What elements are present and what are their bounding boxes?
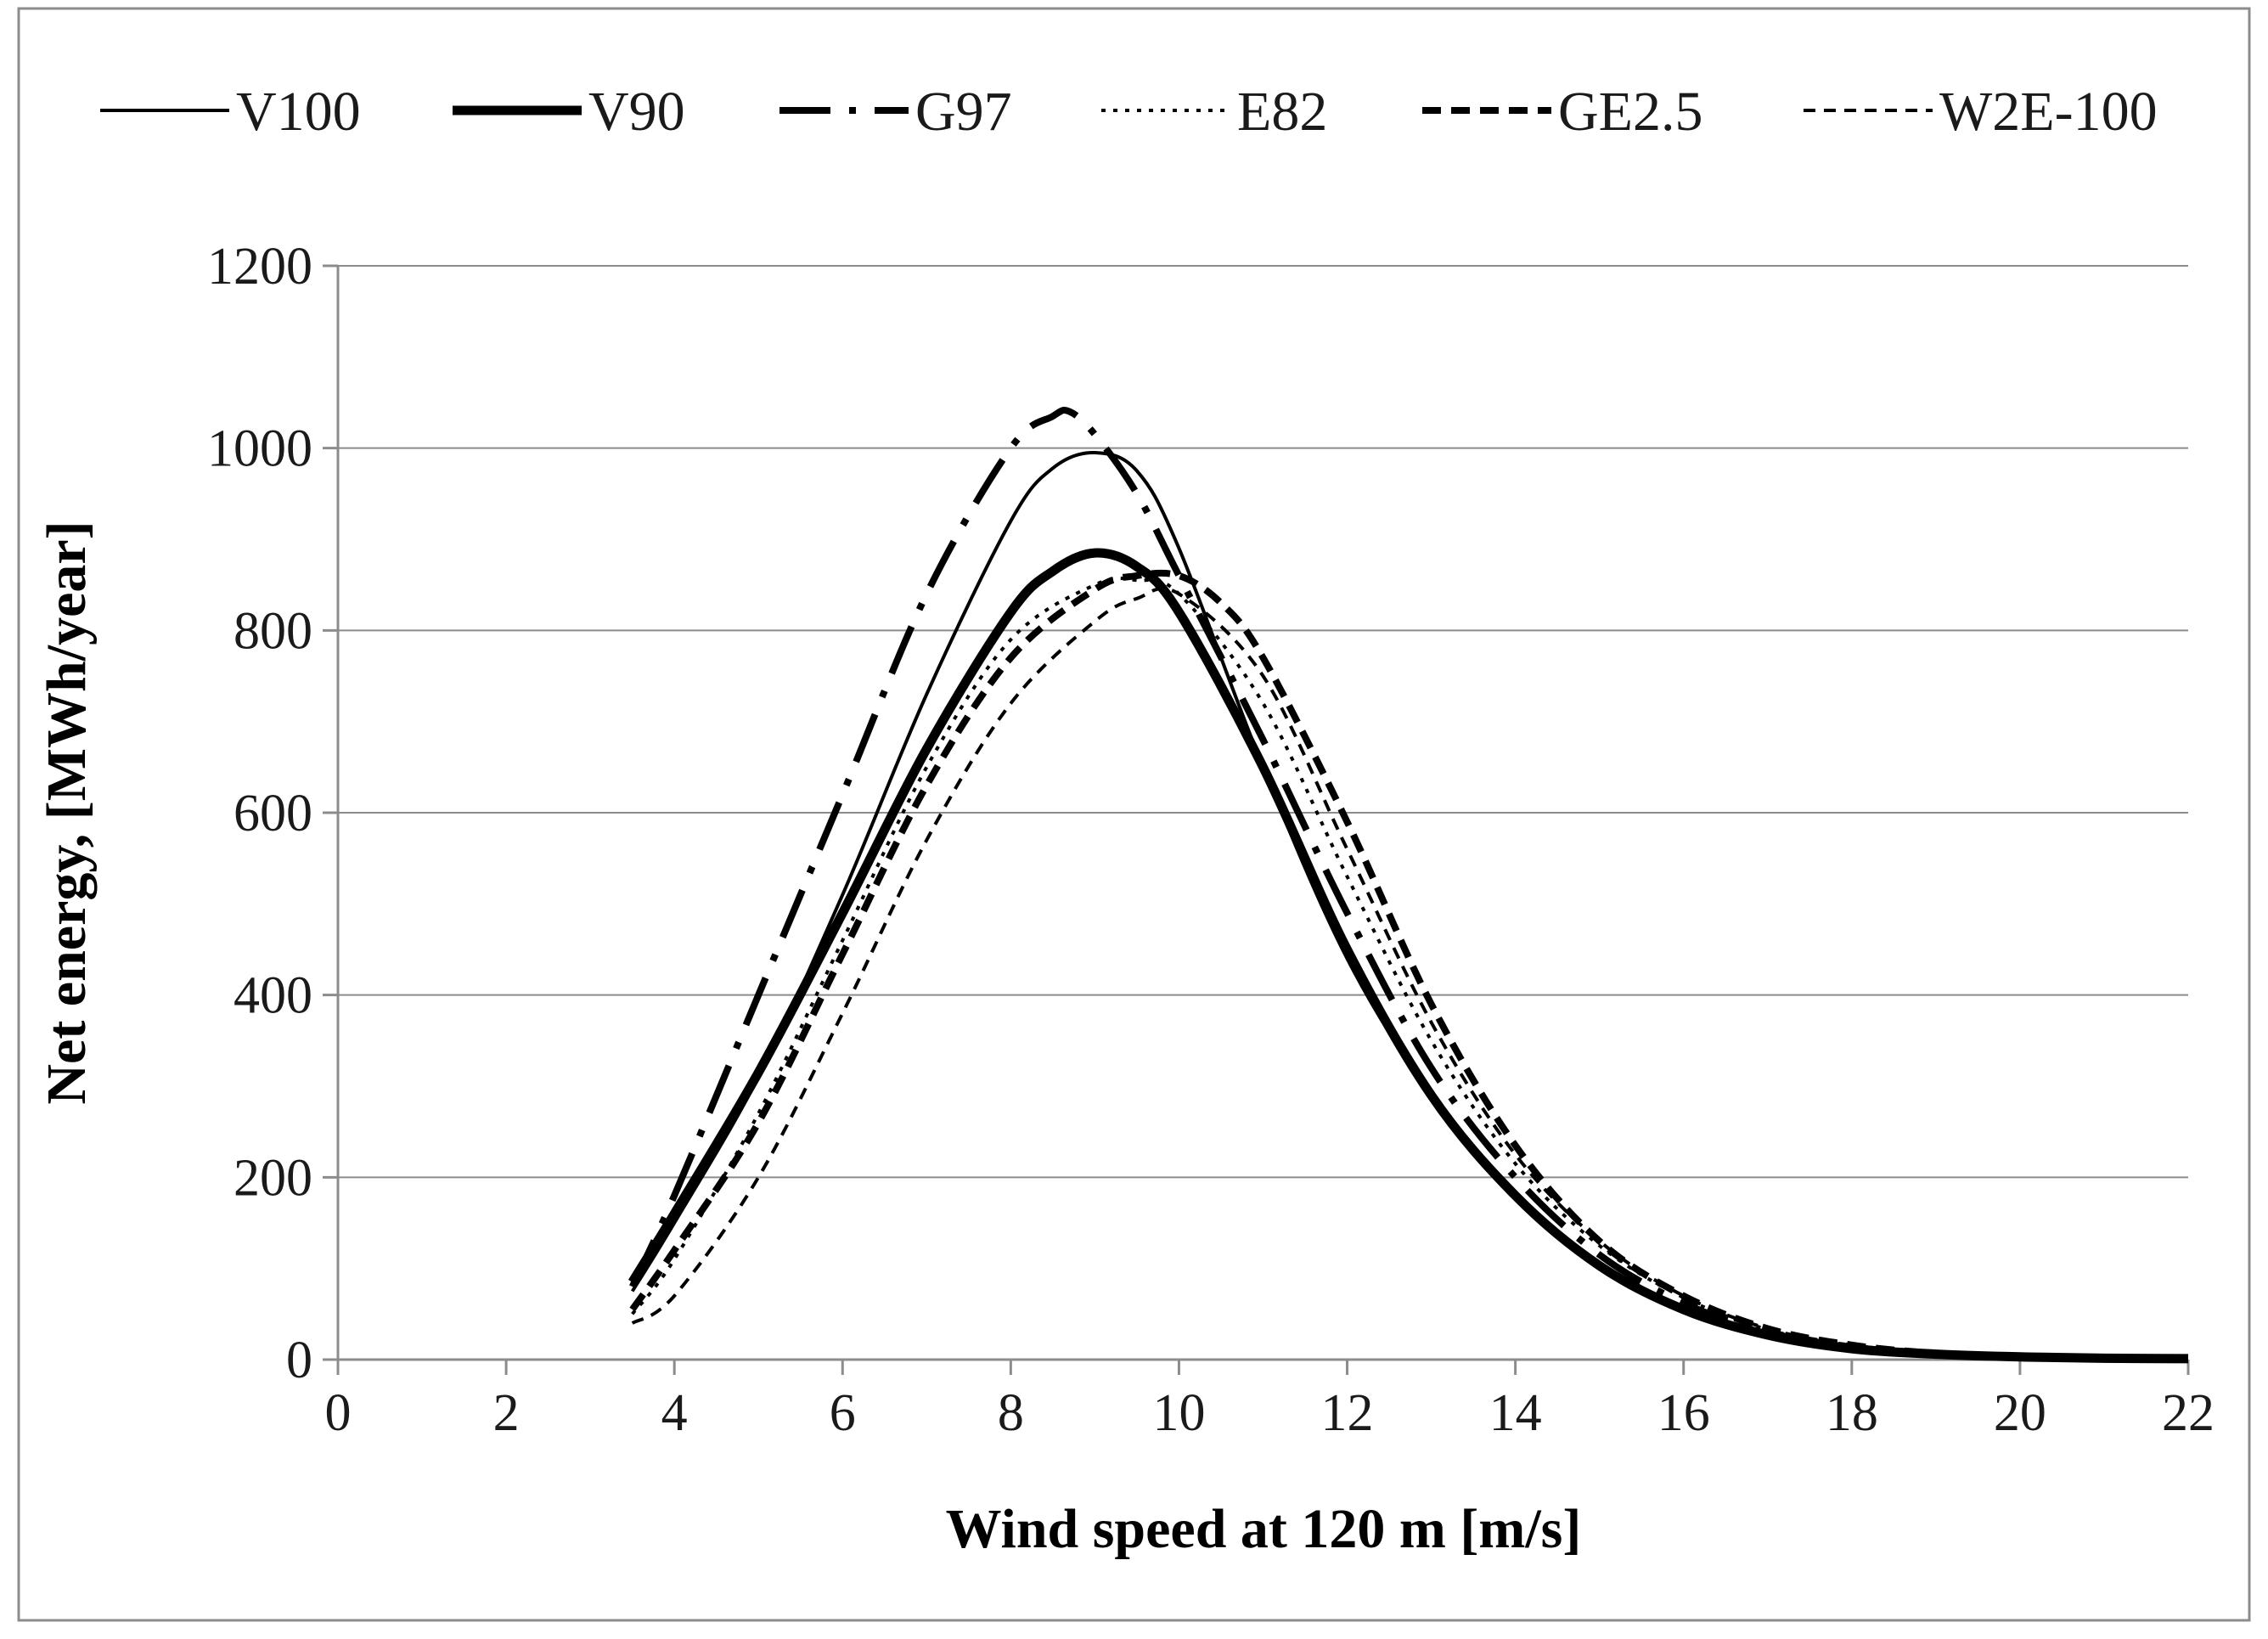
- series-line-g97: [629, 406, 2189, 1362]
- x-tick-label: 4: [661, 1384, 688, 1442]
- x-tick-label: 14: [1489, 1384, 1542, 1442]
- x-tick-label: 22: [2162, 1384, 2215, 1442]
- legend-label-ge2-5: GE2.5: [1558, 81, 1702, 143]
- x-tick-label: 16: [1657, 1384, 1710, 1442]
- legend-label-g97: G97: [915, 81, 1012, 143]
- legend-label-w2e-100: W2E-100: [1939, 81, 2158, 143]
- y-tick-label: 0: [286, 1332, 312, 1389]
- y-tick-label: 600: [234, 785, 312, 842]
- x-tick-label: 8: [998, 1384, 1024, 1442]
- x-tick-label: 6: [830, 1384, 856, 1442]
- x-tick-label: 2: [493, 1384, 520, 1442]
- y-tick-label: 1200: [207, 238, 312, 296]
- y-tick-label: 200: [234, 1149, 312, 1207]
- chart-frame: [17, 7, 2251, 1622]
- series-line-v90: [627, 548, 2189, 1364]
- grid-layer: [338, 265, 2188, 1179]
- legend-label-v90: V90: [588, 81, 685, 143]
- x-tick-label: 10: [1152, 1384, 1205, 1442]
- y-axis-title: Net energy, [MWh/year]: [36, 521, 98, 1104]
- x-tick-label: 12: [1321, 1384, 1374, 1442]
- x-axis-title: Wind speed at 120 m [m/s]: [946, 1498, 1582, 1560]
- x-tick-label: 20: [1994, 1384, 2046, 1442]
- series-line-w2e-100: [631, 587, 2189, 1360]
- legend: V100 V90 G97 E82 GE2.5 W2E-100: [100, 81, 2158, 143]
- y-tick-label: 400: [234, 967, 312, 1025]
- x-tick-label: 0: [325, 1384, 352, 1442]
- y-tick-label: 800: [234, 602, 312, 660]
- y-tick-label: 1000: [207, 420, 312, 478]
- legend-label-e82: E82: [1237, 81, 1327, 143]
- tick-layer: 0 200 400 600 800 1000 1200 0 2 4 6 8 10 12 14 16 18 20 22: [207, 238, 2215, 1442]
- legend-label-v100: V100: [236, 81, 361, 143]
- series-layer: [627, 406, 2189, 1364]
- x-tick-label: 18: [1826, 1384, 1878, 1442]
